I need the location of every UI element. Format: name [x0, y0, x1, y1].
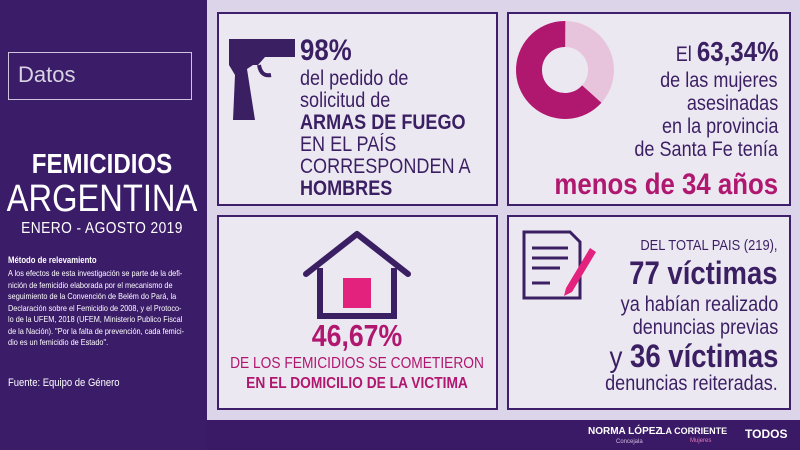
text: en la provincia	[661, 115, 778, 138]
method-line: de la Nación). "Por la falta de prevenci…	[8, 325, 185, 336]
subtitle: ARGENTINA	[6, 178, 198, 220]
text: de Santa Fe tenía	[634, 138, 778, 161]
logo: LA CORRIENTE	[660, 426, 728, 436]
donut	[516, 21, 614, 119]
method-line: A los efectos de esta investigación se p…	[8, 268, 183, 278]
logo: TODOS	[745, 427, 788, 441]
house-icon	[303, 231, 411, 319]
method-line: nición de femicidio elaborada por el mec…	[8, 279, 173, 290]
text: DE LOS FEMICIDIOS SE COMETIERON	[230, 355, 484, 372]
text: El	[675, 43, 692, 66]
text: HOMBRES	[300, 177, 393, 200]
text: CORRESPONDEN A	[300, 155, 471, 178]
stat: 36 víctimas	[629, 338, 778, 374]
text: ARMAS DE FUEGO	[300, 111, 466, 134]
text: EN EL DOMICILIO DE LA VICTIMA	[246, 375, 468, 392]
text: denuncias previas	[632, 316, 778, 339]
logo: NORMA LÓPEZ	[588, 426, 662, 437]
logo: Mujeres	[690, 438, 712, 444]
gun-icon	[229, 39, 295, 120]
text: solicitud de	[300, 89, 391, 112]
method-line: seguimiento de la Convención de Belém do…	[8, 291, 177, 301]
stat: 98%	[300, 34, 352, 67]
highlight: menos de 34 años	[554, 168, 778, 201]
sidebar	[0, 0, 207, 450]
text: del pedido de	[300, 67, 409, 90]
text: EN EL PAÍS	[300, 133, 397, 156]
title: FEMICIDIOS	[31, 148, 173, 179]
text: ya habían realizado	[620, 293, 778, 316]
text: El 63,34%	[675, 38, 778, 66]
method-heading: Método de relevamiento	[8, 255, 97, 265]
method-line: lo de la UFEM, 2018 (UFEM, Ministerio Pu…	[8, 314, 183, 324]
method-line: Declaración sobre el Femicidio de 2008, …	[8, 302, 182, 313]
period: ENERO - AGOSTO 2019	[21, 220, 183, 237]
text: denuncias reiteradas.	[605, 372, 778, 395]
method-line: dio es un femicidio de Estado".	[8, 337, 109, 347]
text: de las mujeres	[660, 69, 778, 92]
footer	[207, 420, 800, 450]
document-icon	[522, 230, 596, 300]
source: Fuente: Equipo de Género	[8, 377, 120, 389]
stat: 77 víctimas	[629, 255, 778, 291]
label-box	[8, 52, 192, 100]
text: asesinadas	[686, 92, 778, 115]
stat: 63,34%	[696, 36, 778, 67]
stat: y 36 víctimas	[609, 340, 778, 373]
text: y	[609, 341, 622, 374]
card	[217, 215, 498, 410]
logo: Concejala	[616, 439, 643, 445]
stat: 46,67%	[311, 318, 403, 353]
text: DEL TOTAL PAIS (219),	[640, 237, 778, 254]
label: Datos	[18, 62, 76, 87]
